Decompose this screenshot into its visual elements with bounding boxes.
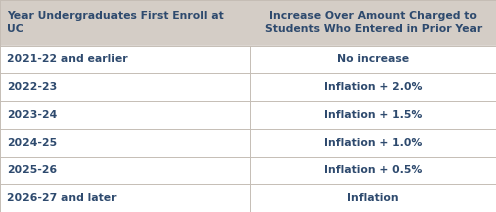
Text: 2022-23: 2022-23 — [7, 82, 58, 92]
Text: 2025-26: 2025-26 — [7, 165, 58, 175]
Text: 2024-25: 2024-25 — [7, 138, 58, 148]
Text: Year Undergraduates First Enroll at
UC: Year Undergraduates First Enroll at UC — [7, 11, 224, 34]
Bar — [0, 129, 496, 156]
Text: Inflation + 2.0%: Inflation + 2.0% — [324, 82, 423, 92]
Bar — [0, 101, 496, 129]
Text: 2023-24: 2023-24 — [7, 110, 58, 120]
Bar — [0, 0, 496, 46]
Bar — [0, 156, 496, 184]
Bar — [0, 73, 496, 101]
Text: No increase: No increase — [337, 54, 409, 64]
Text: Inflation: Inflation — [347, 193, 399, 203]
Text: Inflation + 0.5%: Inflation + 0.5% — [324, 165, 423, 175]
Text: Inflation + 1.5%: Inflation + 1.5% — [324, 110, 423, 120]
Bar — [0, 46, 496, 73]
Text: Inflation + 1.0%: Inflation + 1.0% — [324, 138, 423, 148]
Text: 2021-22 and earlier: 2021-22 and earlier — [7, 54, 128, 64]
Bar — [0, 184, 496, 212]
Text: 2026-27 and later: 2026-27 and later — [7, 193, 117, 203]
Text: Increase Over Amount Charged to
Students Who Entered in Prior Year: Increase Over Amount Charged to Students… — [264, 11, 482, 34]
